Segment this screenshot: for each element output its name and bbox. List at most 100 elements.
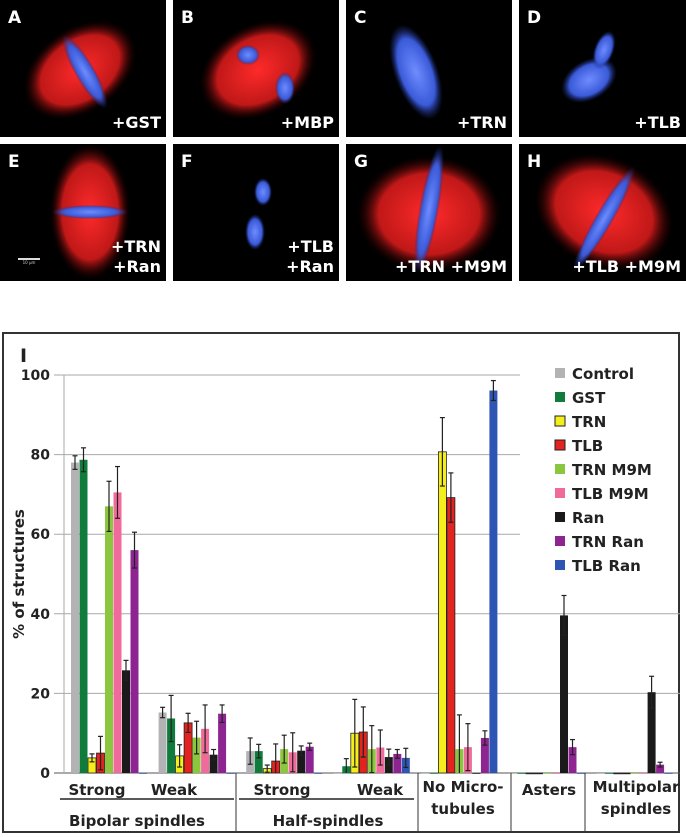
- panel-letter: G: [354, 152, 368, 172]
- condition-label: +TRN +Ran: [110, 237, 161, 276]
- bar-trn: [613, 772, 622, 775]
- bar-gst: [167, 718, 176, 773]
- bar-trn-ran: [480, 737, 489, 773]
- bar-trn-ran: [656, 764, 665, 773]
- micrograph-b: B +MBP: [173, 0, 339, 137]
- legend-swatch: [555, 392, 565, 402]
- legend-swatch: [554, 439, 566, 451]
- legend-label: Ran: [572, 509, 604, 527]
- bar-tlb-m9m: [551, 773, 560, 774]
- bar-gst: [79, 459, 88, 773]
- bar-control: [421, 773, 430, 774]
- legend-label: TRN: [572, 413, 606, 431]
- legend-label: Control: [572, 365, 634, 383]
- bar-ran: [560, 615, 568, 773]
- bar-trn-ran: [218, 713, 227, 773]
- bar-gst: [605, 773, 614, 774]
- bar-gst: [517, 773, 526, 774]
- legend-label: TLB M9M: [572, 485, 649, 503]
- bar-ran: [472, 773, 481, 774]
- legend-swatch: [554, 415, 566, 427]
- y-tick-label: 40: [31, 607, 51, 623]
- bar-ran: [297, 750, 306, 773]
- bar-control: [596, 773, 605, 774]
- legend-swatch: [555, 464, 565, 474]
- bar-tlb: [446, 497, 456, 774]
- bar-tlb-ran: [226, 773, 235, 774]
- y-tick-label: 80: [31, 448, 51, 464]
- bar-trn-ran: [130, 550, 139, 773]
- micrograph-a: A +GST: [0, 0, 166, 137]
- micrograph-d: D +TLB: [519, 0, 686, 137]
- bar-trn-m9m: [105, 506, 113, 773]
- bar-tlb-m9m: [113, 492, 122, 773]
- y-tick-label: 0: [40, 766, 50, 782]
- micrograph-h: H +TLB +M9M: [519, 144, 686, 281]
- condition-label: +TLB +Ran: [286, 237, 334, 276]
- condition-label: +TLB +M9M: [572, 257, 681, 276]
- group-label: Half-spindles: [273, 812, 384, 830]
- category-label: Strong: [68, 781, 125, 799]
- bar-control: [333, 773, 342, 774]
- micrograph-image: [50, 144, 130, 280]
- legend-swatch: [555, 368, 565, 378]
- panel-letter: F: [181, 152, 193, 172]
- bar-tlb: [534, 772, 543, 775]
- bar-trn-m9m: [543, 773, 551, 774]
- condition-label: +TLB: [634, 113, 681, 132]
- micrograph-image: [561, 30, 617, 103]
- bar-trn-ran: [305, 746, 314, 773]
- category-label: Strong: [253, 781, 310, 799]
- bar-trn-m9m: [630, 773, 639, 774]
- bar-tlb-ran: [314, 773, 323, 774]
- bar-ran: [122, 670, 130, 773]
- legend-swatch: [555, 536, 565, 546]
- panel-letter: E: [8, 152, 20, 172]
- category-label: Asters: [522, 781, 576, 799]
- micrograph-image: [23, 20, 137, 120]
- legend-swatch: [555, 560, 565, 570]
- category-label: Weak: [357, 781, 404, 799]
- category-label: Multipolar: [593, 778, 680, 796]
- bar-trn: [437, 451, 447, 774]
- category-label: No Micro-: [423, 778, 504, 796]
- bar-trn-m9m: [192, 737, 201, 773]
- bar-trn: [525, 772, 535, 775]
- bar-tlb: [621, 772, 631, 775]
- bar-gst: [429, 773, 438, 774]
- scale-bar: 10 µm: [18, 258, 40, 265]
- bar-control: [509, 773, 517, 774]
- panel-letter: D: [527, 8, 542, 28]
- category-label: Weak: [151, 781, 198, 799]
- y-tick-label: 100: [21, 368, 50, 384]
- condition-label: +GST: [112, 113, 161, 132]
- bar-control: [158, 712, 167, 773]
- micrograph-image: [534, 153, 674, 272]
- micrograph-c: C +TRN: [346, 0, 512, 137]
- micrograph-image: [199, 20, 317, 120]
- y-tick-label: 60: [31, 527, 51, 543]
- legend-label: TLB: [572, 437, 603, 455]
- bar-tlb-ran: [489, 390, 498, 773]
- legend-swatch: [555, 512, 565, 522]
- micrograph-image: [245, 178, 272, 250]
- micrograph-e: E +TRN +Ran 10 µm: [0, 144, 166, 281]
- legend-label: TRN Ran: [572, 533, 644, 551]
- bar-chart-panel: I 0 20 40 60 80 100 % of structures Strong Weak St…: [2, 332, 680, 833]
- bar-ran: [209, 754, 218, 773]
- y-tick-label: 20: [31, 686, 51, 702]
- condition-label: +TRN +M9M: [395, 257, 507, 276]
- category-label: tubules: [431, 800, 495, 818]
- condition-label: +TRN: [456, 113, 507, 132]
- bar-ran: [647, 692, 656, 773]
- bar-tlb-ran: [139, 773, 147, 774]
- bar-chart: I 0 20 40 60 80 100 % of structures Strong Weak St…: [10, 345, 680, 832]
- category-label: spindles: [601, 800, 672, 818]
- legend-label: TRN M9M: [572, 461, 652, 479]
- panel-letter: C: [354, 8, 367, 28]
- micrograph-g: G +TRN +M9M: [346, 144, 512, 281]
- bar-trn-ran: [568, 747, 577, 773]
- group-label: Bipolar spindles: [69, 812, 205, 830]
- condition-label: +MBP: [280, 113, 334, 132]
- bar-tlb-ran: [577, 773, 585, 774]
